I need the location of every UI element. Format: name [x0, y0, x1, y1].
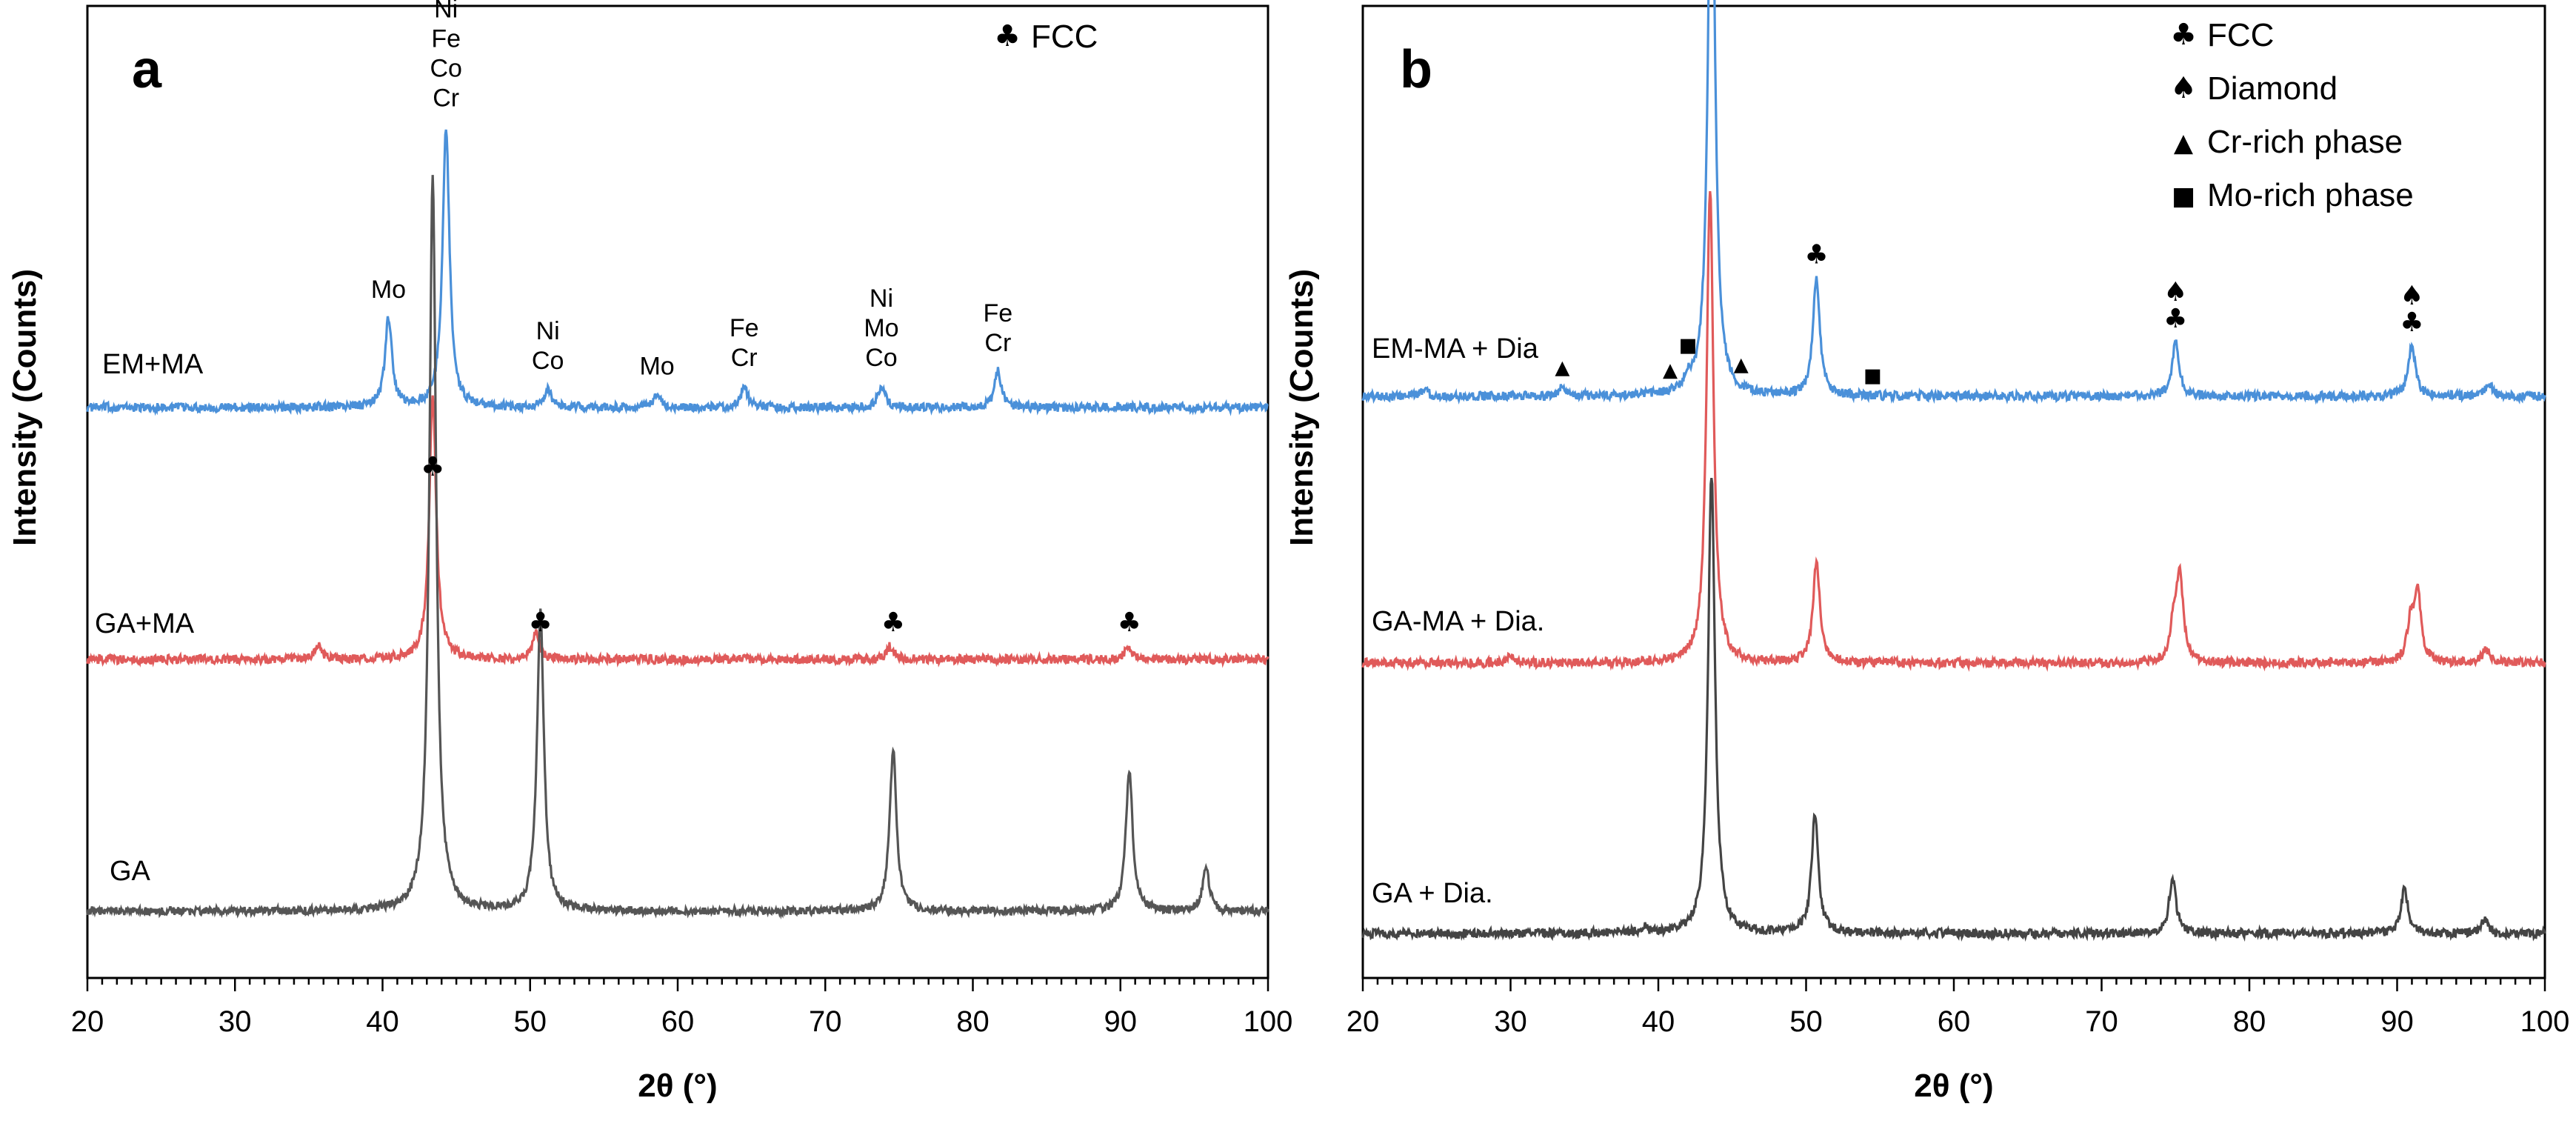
series-line-ga-ma-dia- [1361, 190, 2546, 672]
peak-label: Cr [731, 344, 758, 372]
x-tick-label: 30 [1494, 1005, 1527, 1038]
peak-label: Mo [639, 353, 674, 381]
phase-marker: ♣ [2163, 304, 2187, 334]
x-tick-label: 80 [956, 1005, 990, 1038]
phase-marker: ♣ [1118, 608, 1141, 638]
peak-label: Cr [984, 329, 1011, 357]
phase-marker: ♠ [2400, 281, 2423, 311]
phase-marker: ▲ [1734, 354, 1749, 376]
peak-label: Fe [431, 24, 461, 53]
legend-symbol: ▲ [2174, 128, 2194, 158]
series-label: EM-MA + Dia [1372, 333, 1539, 365]
series-label: GA [110, 856, 151, 887]
x-tick-label: 60 [1938, 1005, 1971, 1038]
phase-marker: ♣ [1804, 240, 1828, 270]
x-tick-label: 80 [2233, 1005, 2266, 1038]
x-tick-label: 70 [809, 1005, 842, 1038]
series-label: GA + Dia. [1372, 878, 1493, 909]
panel-b: 20 30 40 50 60 70 80 90 100 2θ (°) Intensity (Coun… [1284, 0, 2569, 1104]
peak-label: Mo [371, 276, 406, 304]
x-tick-label: 100 [1244, 1005, 1293, 1038]
series-line-em-ma-dia [1361, 0, 2546, 405]
x-tick-label: 40 [1642, 1005, 1675, 1038]
peak-label: Co [865, 344, 897, 372]
series-label: GA-MA + Dia. [1372, 606, 1544, 637]
phase-marker: ▲ [1555, 356, 1569, 379]
x-tick-label: 90 [2380, 1005, 2414, 1038]
series-line-ga-dia- [1361, 478, 2546, 942]
legend-label: Cr-rich phase [2207, 124, 2403, 160]
panel-letter: a [132, 40, 162, 99]
phase-marker: ■ [1863, 365, 1882, 387]
x-tick-label: 70 [2085, 1005, 2118, 1038]
legend-label: FCC [2207, 17, 2274, 53]
phase-marker: ♣ [2400, 307, 2423, 338]
legend-label: FCC [1031, 19, 1098, 55]
series-line-em-ma [86, 129, 1269, 416]
phase-marker: ♣ [881, 608, 905, 638]
x-tick-label: 100 [2520, 1005, 2570, 1038]
x-tick-label: 40 [366, 1005, 399, 1038]
x-tick-label: 20 [1347, 1005, 1380, 1038]
x-tick-label: 20 [71, 1005, 104, 1038]
series-line-ga [86, 175, 1269, 919]
y-axis-title: Intensity (Counts) [7, 269, 43, 546]
x-axis-title: 2θ (°) [1914, 1068, 1993, 1104]
peak-label: Ni [536, 317, 560, 345]
peak-label: Ni [870, 284, 893, 313]
panel-letter: b [1400, 40, 1432, 99]
y-axis-title: Intensity (Counts) [1284, 269, 1320, 546]
peak-label: Co [430, 54, 461, 82]
x-axis-title: 2θ (°) [638, 1068, 717, 1104]
series-label: GA+MA [95, 608, 195, 639]
peak-label: Co [532, 347, 564, 375]
legend-symbol: ♣ [994, 19, 1021, 53]
peak-label: Cr [433, 84, 459, 112]
phase-marker: ♣ [529, 608, 553, 638]
legend-symbol: ♣ [2170, 18, 2197, 52]
x-tick-label: 50 [514, 1005, 547, 1038]
x-tick-label: 30 [218, 1005, 252, 1038]
plot-frame [86, 4, 1269, 979]
phase-marker: ♠ [2163, 277, 2187, 307]
series-line-ga-ma [86, 395, 1269, 668]
panel-a: 20 30 40 50 60 70 80 90 100 2θ (°) Intensity (Coun… [7, 0, 1292, 1104]
x-tick-label: 90 [1104, 1005, 1138, 1038]
legend-symbol: ♠ [2170, 71, 2197, 105]
series-label: EM+MA [102, 349, 204, 380]
legend-symbol: ■ [2172, 182, 2195, 211]
peak-label: Fe [730, 314, 759, 342]
peak-label: Fe [984, 299, 1013, 327]
phase-marker: ▲ [1663, 359, 1678, 382]
peak-label: Mo [864, 314, 898, 342]
phase-marker: ■ [1679, 334, 1698, 356]
peak-label: Ni [434, 0, 458, 23]
legend-label: Mo-rich phase [2207, 177, 2414, 213]
x-tick-label: 50 [1789, 1005, 1823, 1038]
x-tick-label: 60 [661, 1005, 695, 1038]
phase-marker: ♣ [421, 452, 444, 482]
legend-label: Diamond [2207, 70, 2338, 107]
